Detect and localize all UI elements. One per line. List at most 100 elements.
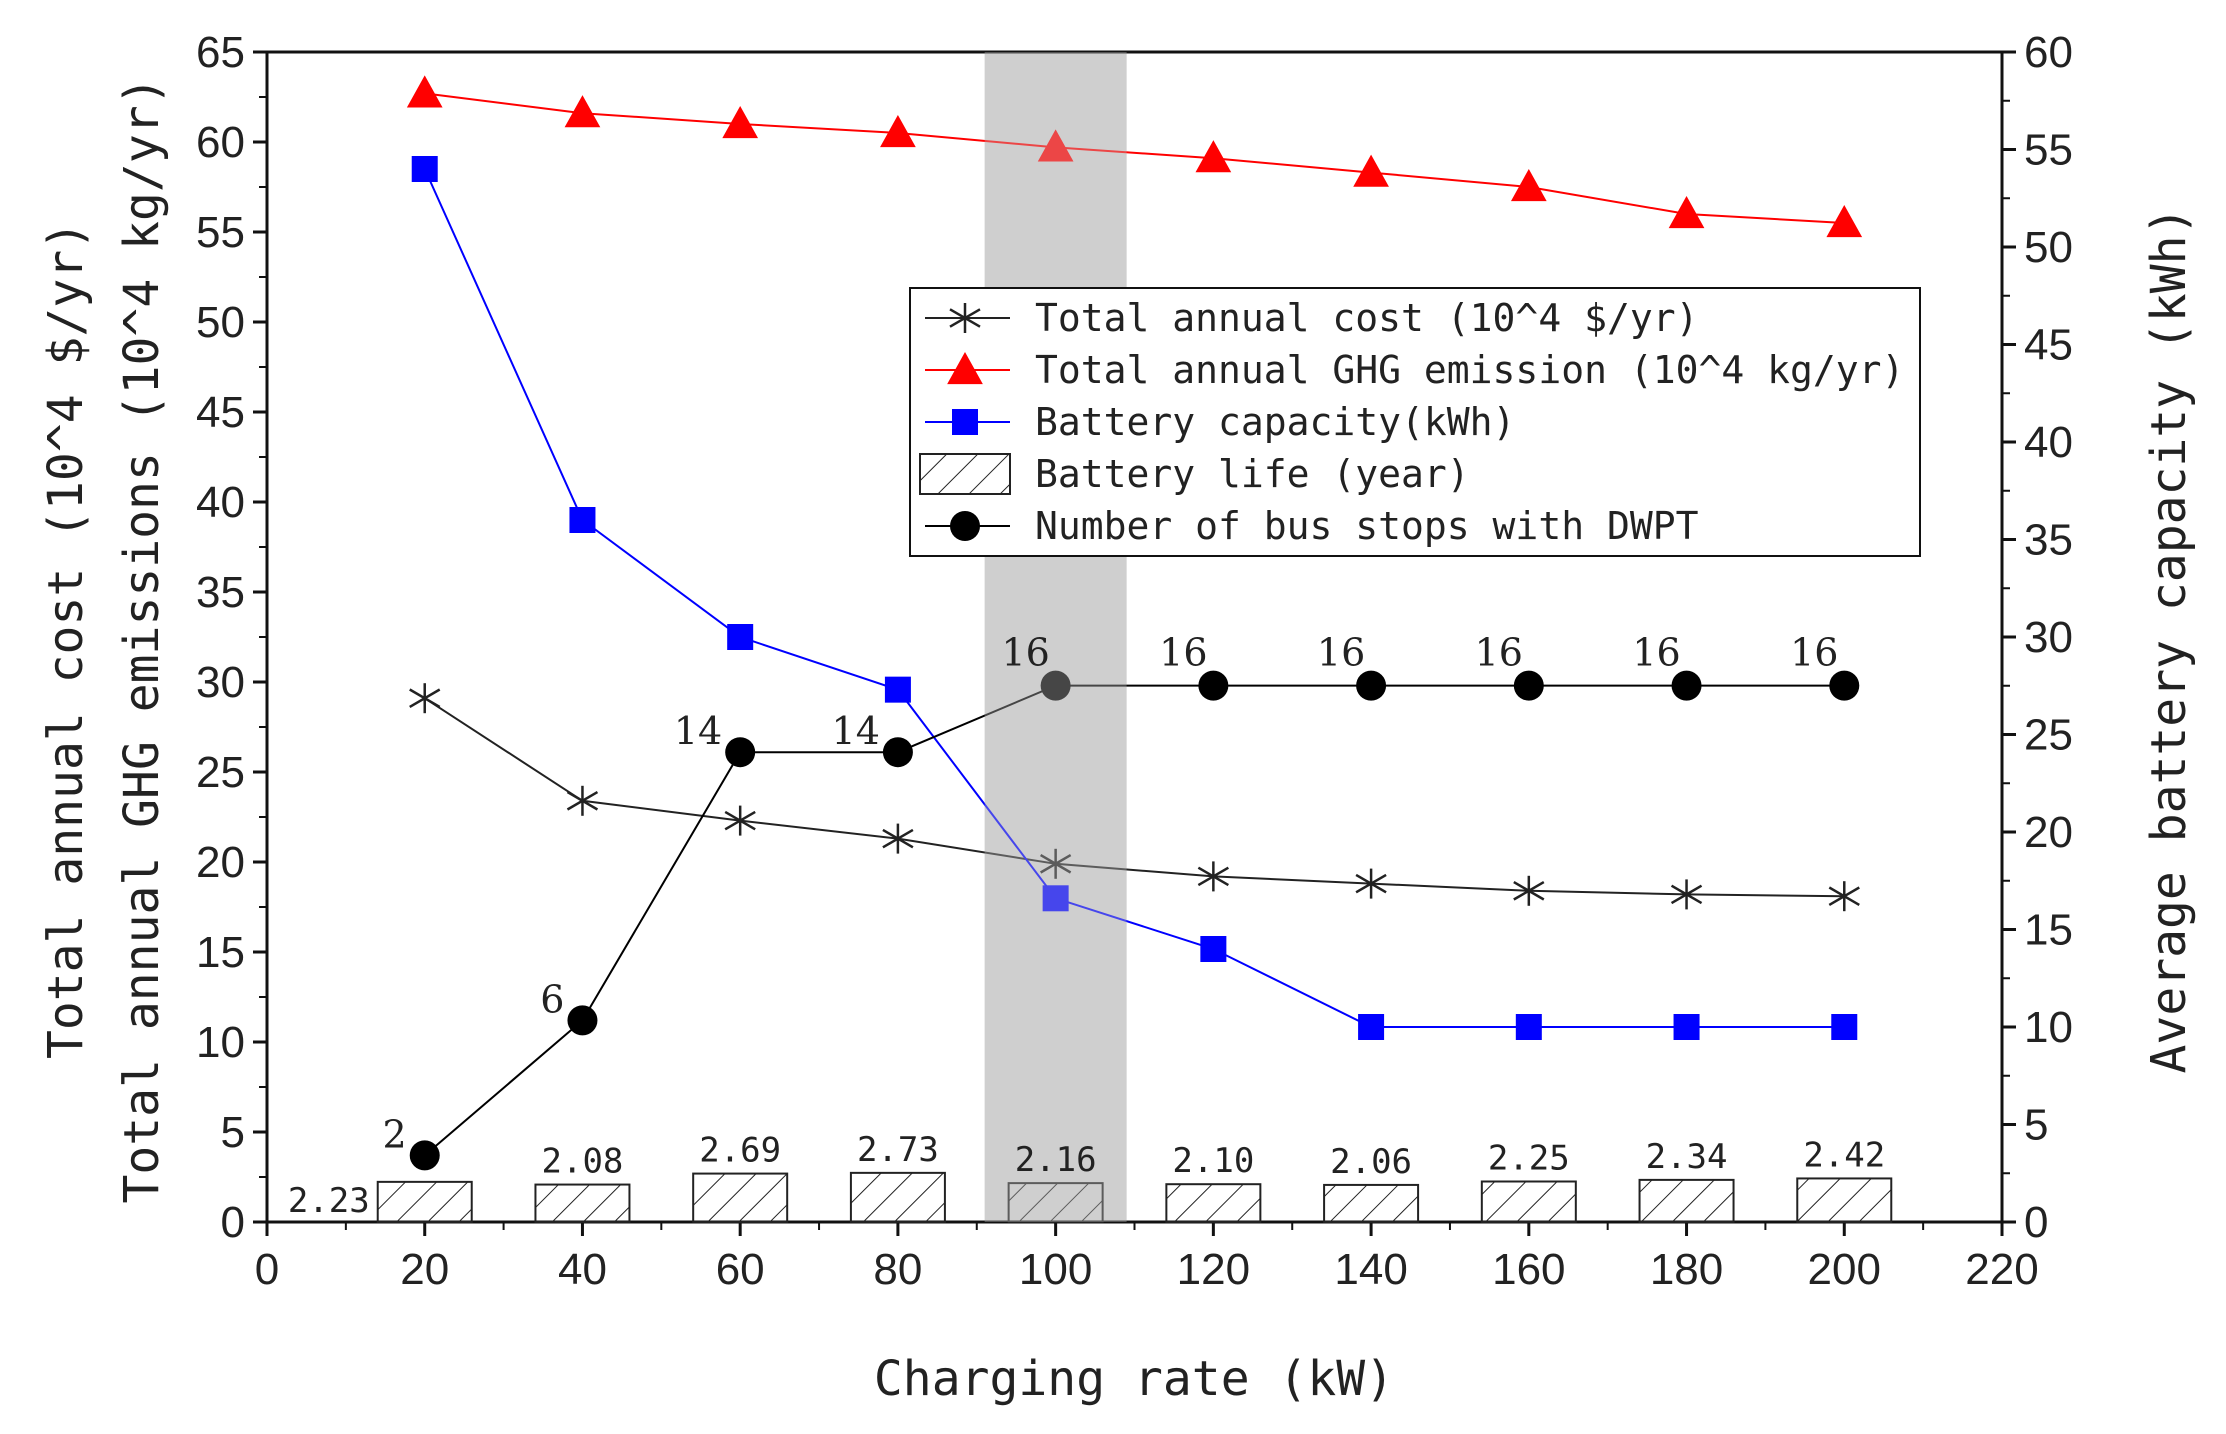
y-right-tick-label: 25 (2024, 711, 2073, 760)
x-tick-label: 100 (1019, 1245, 1092, 1294)
y-right-tick-label: 30 (2024, 613, 2073, 662)
x-tick-label: 140 (1334, 1245, 1407, 1294)
stops-label: 16 (1790, 631, 1838, 675)
ghg-line (424, 92, 1845, 224)
ghg-point (1826, 204, 1863, 238)
battery-life-bar (534, 1183, 631, 1224)
y-left-tick-label: 0 (221, 1198, 245, 1247)
legend-label: Battery capacity(kWh) (1035, 400, 1515, 444)
stops-label: 16 (1317, 631, 1365, 675)
x-tick-label: 0 (255, 1245, 279, 1294)
y-right-tick-label: 10 (2024, 1003, 2073, 1052)
stops-point (1513, 670, 1544, 701)
battery-point (727, 624, 754, 650)
plot-frame (265, 50, 2004, 1224)
y-left-tick-label: 45 (196, 388, 245, 437)
cost-line (424, 697, 1845, 898)
y-right-tick-label: 20 (2024, 808, 2073, 857)
cost-point (566, 785, 599, 816)
stops-label: 2 (383, 1112, 407, 1156)
stops-point (1040, 670, 1071, 701)
cost-point (1513, 875, 1545, 906)
battery-point (1831, 1014, 1858, 1040)
y-left-tick-label: 60 (196, 118, 245, 167)
ghg-point (880, 114, 916, 148)
stops-label: 6 (540, 977, 564, 1021)
stops-point (409, 1140, 440, 1171)
legend-label: Total annual GHG emission (10^4 kg/yr) (1035, 348, 1904, 392)
legend-label: Total annual cost (10^4 $/yr) (1035, 296, 1698, 340)
legend-marker (947, 351, 983, 385)
x-tick-label: 200 (1808, 1245, 1881, 1294)
battery-point (1515, 1014, 1542, 1040)
stops-label: 16 (1159, 631, 1207, 675)
stops-point (882, 737, 913, 768)
data-label-layer: 2.23 2.08 2.69 2.73 2.16 2.10 2.06 2.25 2.34 2.42… (288, 631, 1885, 1221)
stops-point (1198, 670, 1229, 701)
legend: Total annual cost (10^4 $/yr) Total annua… (909, 287, 1921, 557)
y-right-tick-label: 60 (2024, 28, 2073, 77)
y-left-tick-label: 10 (196, 1018, 245, 1067)
stops-label: 16 (1001, 631, 1049, 675)
battery-life-bar (1638, 1178, 1735, 1224)
battery-life-label: 2.16 (1015, 1140, 1097, 1180)
battery-life-bar (849, 1171, 946, 1223)
battery-point (411, 156, 438, 182)
y-right-tick-label: 45 (2024, 321, 2073, 370)
stops-label: 14 (832, 709, 880, 753)
stops-point (1356, 670, 1387, 701)
battery-point (1042, 885, 1069, 912)
battery-point (884, 676, 911, 703)
battery-line (423, 168, 1845, 1028)
battery-point (1358, 1014, 1385, 1040)
battery-life-label: 2.23 (288, 1181, 370, 1221)
battery-point (1673, 1014, 1700, 1040)
y-left-tick-label: 65 (196, 28, 245, 77)
battery-life-bar (1165, 1183, 1262, 1223)
x-tick-label: 220 (1965, 1245, 2038, 1294)
ghg-point (564, 95, 601, 128)
y-left-tick-label: 40 (196, 478, 245, 527)
y-right-tick-label: 40 (2024, 418, 2073, 467)
cost-point (1040, 848, 1072, 879)
stops-point (567, 1005, 598, 1036)
y-right-tick-label: 5 (2024, 1101, 2048, 1150)
cost-point (1670, 879, 1703, 910)
legend-label: Number of bus stops with DWPT (1035, 504, 1698, 548)
stops-label: 16 (1475, 631, 1523, 675)
battery-life-bar (692, 1172, 789, 1223)
cost-point (724, 805, 756, 836)
highlight-band-layer (984, 52, 1127, 1222)
series-layer (406, 52, 1863, 1222)
ghg-point (1353, 154, 1389, 187)
axes-layer (265, 50, 2004, 1224)
ticks-layer: 0 20 40 60 80 100 120 140 160 180 200 2200510152025… (196, 28, 2073, 1294)
battery-life-label: 2.10 (1172, 1141, 1254, 1181)
y-left-tick-label: 15 (196, 928, 245, 977)
legend-label: Battery life (year) (1035, 452, 1470, 496)
legend-frame (909, 287, 1921, 557)
x-tick-label: 180 (1650, 1245, 1723, 1294)
battery-life-label: 2.34 (1646, 1137, 1728, 1177)
legend-marker (952, 409, 978, 435)
ghg-point (1668, 195, 1705, 229)
stops-point (1671, 670, 1702, 701)
stops-point (725, 737, 756, 768)
stops-label: 14 (674, 709, 722, 753)
x-tick-label: 20 (400, 1245, 449, 1294)
x-axis-title: Charging rate (kW) (874, 1351, 1394, 1407)
battery-life-label: 2.06 (1330, 1142, 1412, 1182)
battery-point (1200, 936, 1227, 962)
battery-life-bar (1480, 1180, 1577, 1223)
y-right-tick-label: 55 (2024, 126, 2073, 175)
cost-point (1197, 861, 1229, 892)
cost-point (882, 823, 914, 854)
battery-life-label: 2.42 (1803, 1135, 1885, 1175)
y-left-tick-label: 5 (221, 1108, 245, 1157)
ghg-point (406, 75, 443, 108)
stops-label: 16 (1632, 631, 1680, 675)
legend-marker (949, 303, 981, 333)
x-tick-label: 160 (1492, 1245, 1565, 1294)
